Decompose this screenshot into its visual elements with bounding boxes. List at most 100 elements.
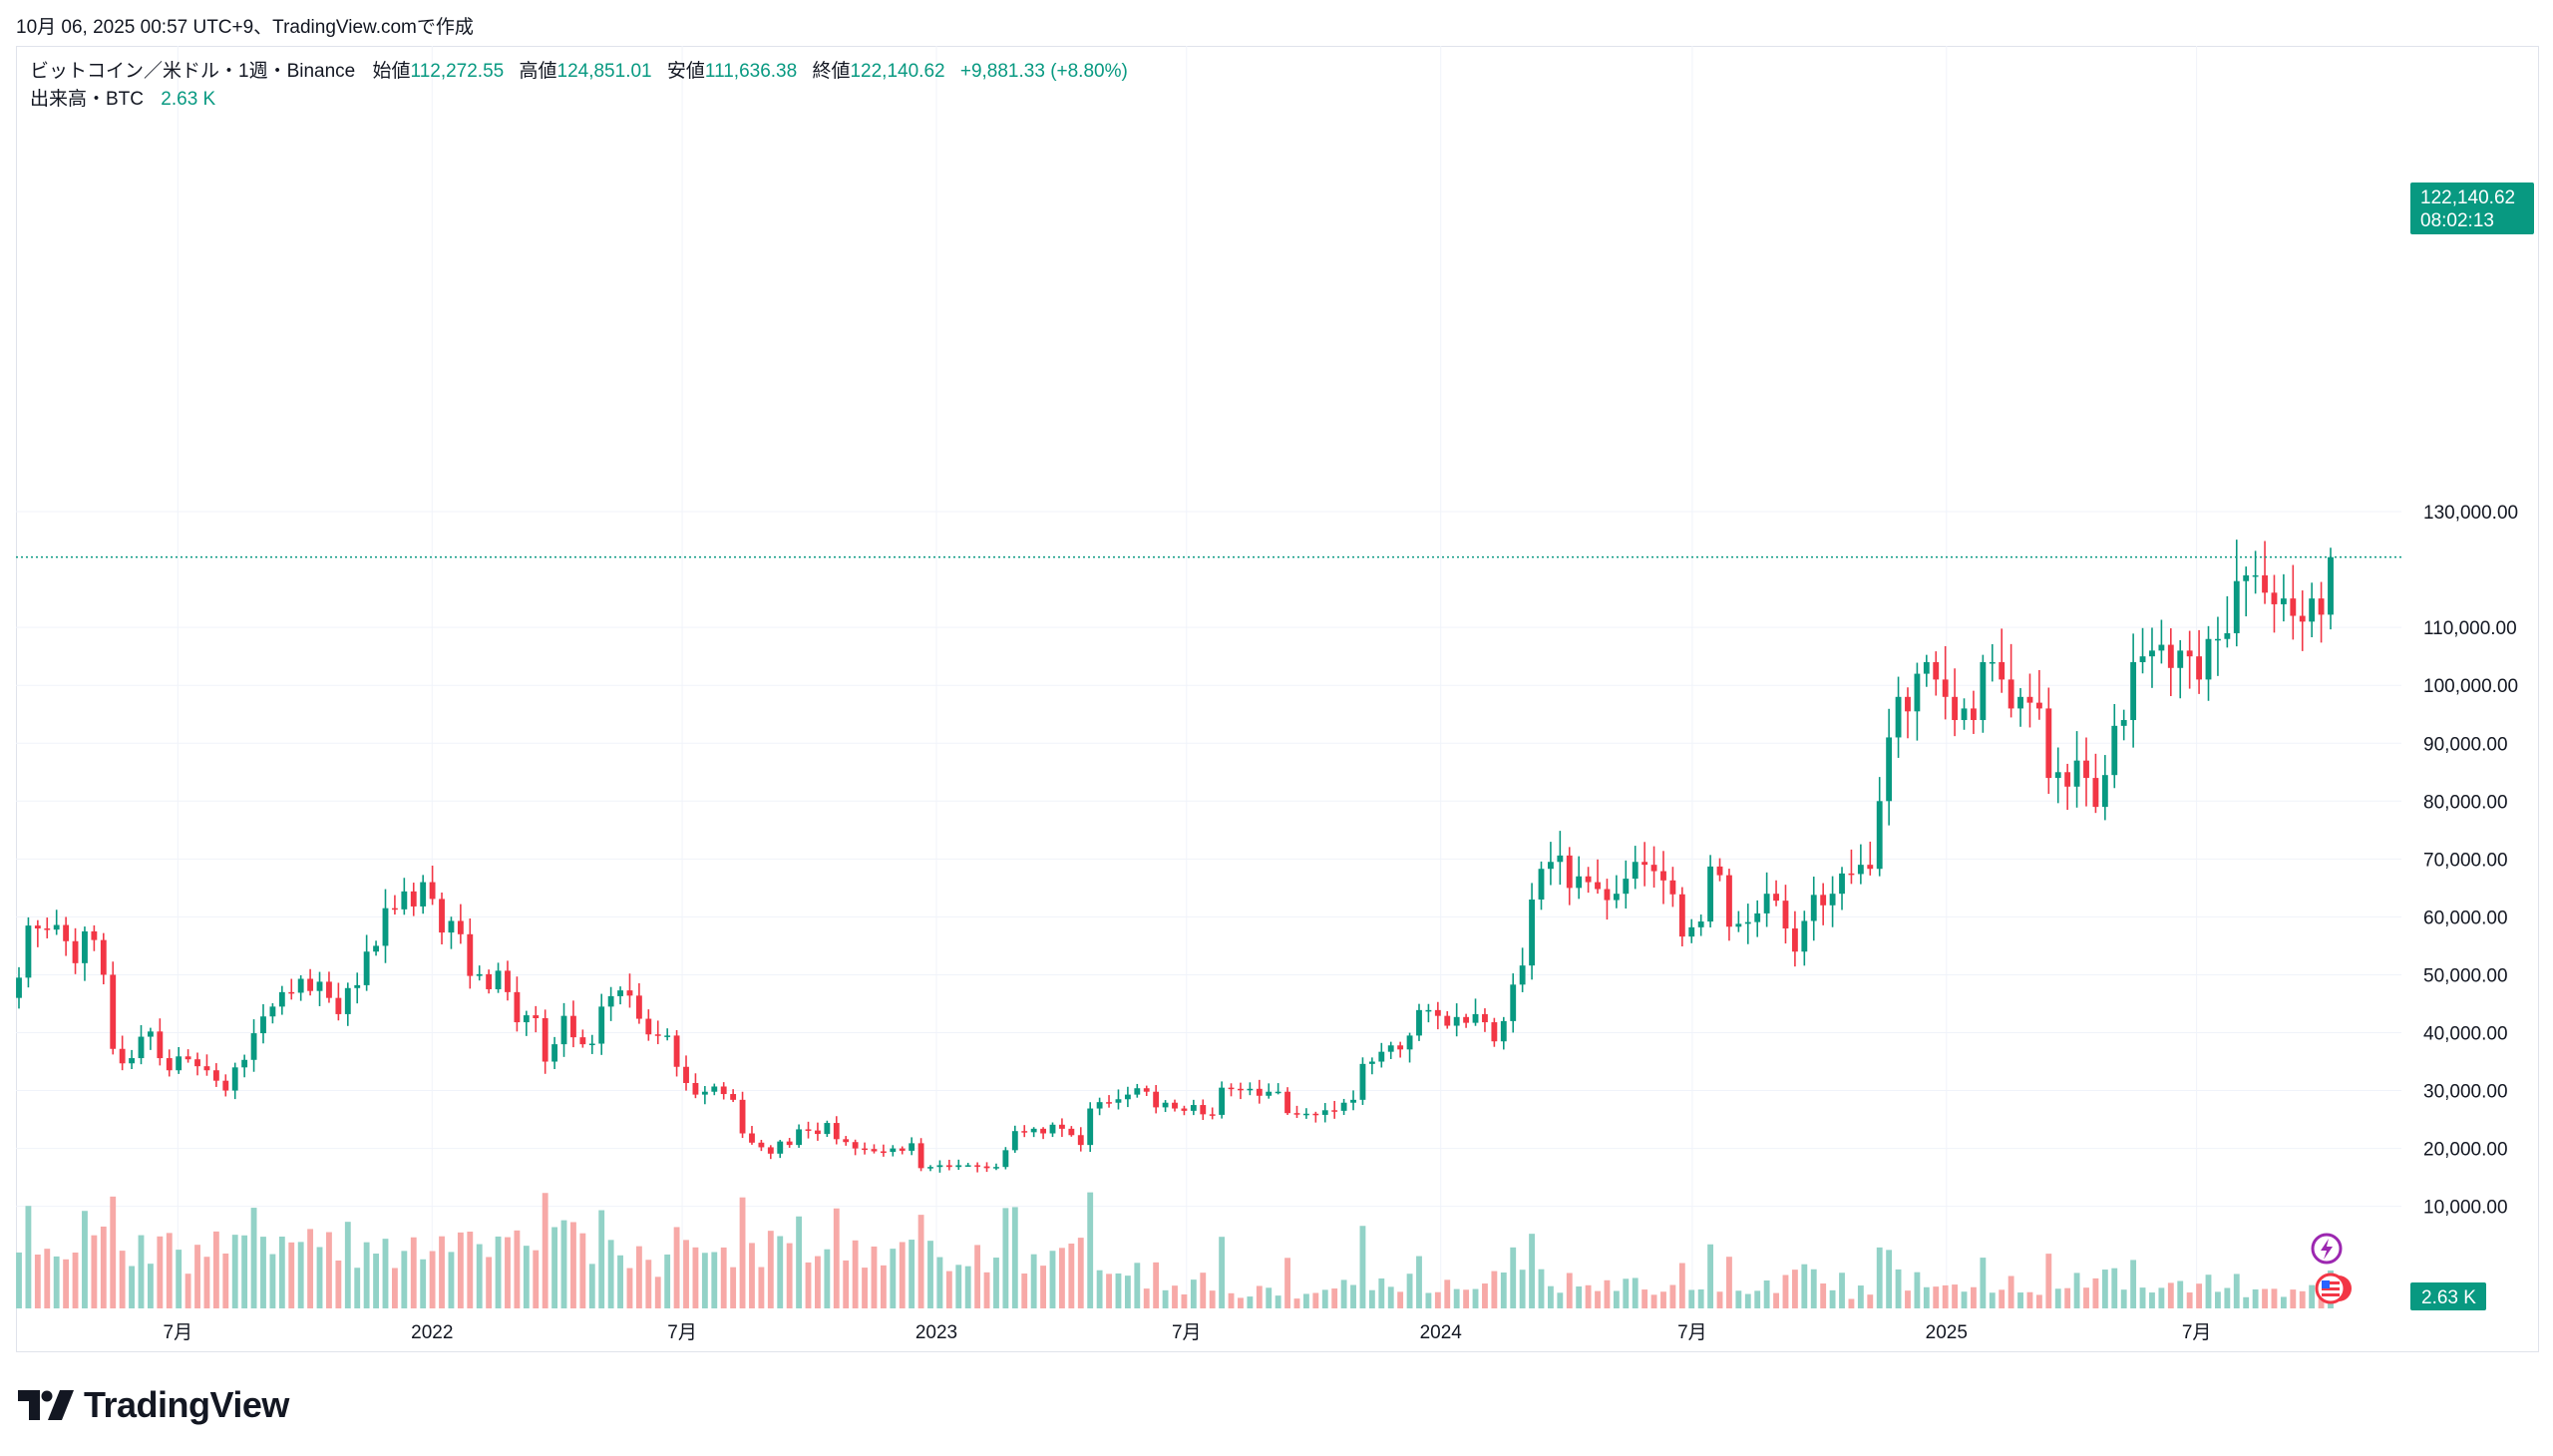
candle-body [297, 978, 304, 993]
candle-body [326, 981, 332, 998]
volume-bar [138, 1235, 145, 1308]
candle-body [1848, 873, 1855, 876]
candle-body [505, 970, 511, 992]
volume-bar [1952, 1284, 1959, 1308]
y-tick-label: 30,000.00 [2423, 1082, 2508, 1103]
candle-body [1397, 1045, 1404, 1050]
x-tick-label: 7月 [1677, 1322, 1707, 1343]
legend-volume-value: 2.63 K [161, 89, 216, 110]
event-icons[interactable] [2311, 1233, 2352, 1304]
volume-bar [2167, 1282, 2174, 1308]
y-tick-label: 90,000.00 [2423, 734, 2508, 755]
lightning-icon[interactable] [2311, 1233, 2343, 1265]
volume-bar [739, 1197, 746, 1308]
candle-body [439, 899, 445, 933]
candle-body [2054, 772, 2061, 779]
volume-bar [1500, 1272, 1507, 1308]
candle-body [1876, 801, 1883, 870]
candle-body [391, 908, 398, 910]
candle-body [2158, 644, 2165, 651]
candle-body [2243, 574, 2250, 581]
volume-bar [1124, 1275, 1131, 1308]
candle-body [983, 1166, 990, 1169]
candle-body [1275, 1091, 1281, 1094]
volume-bar [1153, 1262, 1160, 1308]
volume-bar [815, 1256, 821, 1308]
volume-bar [617, 1255, 623, 1308]
volume-bar [1763, 1279, 1770, 1308]
price-axis[interactable]: 130,000.00 110,000.00 100,000.00 90,000.00 8… [2423, 503, 2518, 1219]
candle-body [1406, 1035, 1413, 1050]
volume-bar [701, 1253, 708, 1308]
volume-bar [1172, 1285, 1178, 1308]
candle-body [288, 991, 295, 994]
y-tick-label: 10,000.00 [2423, 1198, 2508, 1219]
chart-frame[interactable] [16, 46, 2539, 1352]
candle-body [833, 1123, 840, 1140]
volume-bar [1923, 1286, 1930, 1308]
candle-body [1444, 1015, 1451, 1026]
candle-body [1942, 679, 1949, 697]
candle-body [166, 1058, 173, 1071]
candle-body [1697, 921, 1704, 927]
candle-body [1641, 862, 1648, 866]
volume-bar [796, 1216, 803, 1308]
y-tick-label: 130,000.00 [2423, 503, 2518, 524]
candle-body [1801, 920, 1808, 952]
x-tick-label: 2025 [1926, 1322, 1968, 1343]
candle-body [1124, 1094, 1131, 1100]
volume-bar [1801, 1264, 1808, 1308]
candle-body [2271, 592, 2278, 604]
candle-body [533, 1015, 540, 1018]
candle-body [917, 1143, 924, 1169]
candle-body [1566, 855, 1573, 889]
candle-body [2111, 725, 2118, 776]
volume-bar [1857, 1285, 1864, 1308]
candle-body [899, 1148, 906, 1151]
volume-bar [476, 1244, 483, 1308]
candle-body [2262, 574, 2268, 593]
volume-bar [1387, 1286, 1394, 1308]
candle-body [654, 1034, 661, 1036]
volume-bar [1933, 1286, 1940, 1308]
candle-body [1895, 696, 1902, 738]
candle-body [1425, 1009, 1432, 1012]
volume-bar [833, 1208, 840, 1308]
volume-bar [2026, 1291, 2033, 1308]
legend-symbol[interactable]: ビットコイン／米ドル・1週・Binance [30, 61, 356, 82]
volume-bar [1021, 1274, 1028, 1308]
candle-body [1726, 875, 1732, 927]
volume-bar [1378, 1277, 1385, 1308]
candle-body [100, 939, 107, 975]
time-axis[interactable]: 7月 2022 7月 2023 7月 2024 7月 2025 7月 [164, 1322, 2212, 1343]
volume-bar [1209, 1290, 1216, 1308]
volume-bar [1595, 1290, 1601, 1308]
volume-bar [1049, 1251, 1056, 1308]
candle-body [1678, 894, 1685, 937]
candle-body [1773, 894, 1779, 902]
candle-body [2280, 598, 2287, 604]
volume-bar [1848, 1298, 1855, 1308]
candle-body [1340, 1102, 1347, 1111]
volume-bar [927, 1241, 933, 1308]
candle-body [1153, 1091, 1160, 1108]
volume-bar [1463, 1289, 1470, 1308]
volume-bar [2243, 1296, 2250, 1308]
candle-body [1030, 1128, 1037, 1133]
candle-body [1087, 1108, 1094, 1146]
us-flag-icon[interactable] [2315, 1273, 2352, 1304]
candle-body [1068, 1128, 1075, 1136]
legend-volume-label[interactable]: 出来高・BTC [30, 89, 145, 110]
candle-body [964, 1165, 971, 1167]
volume-bar [231, 1235, 238, 1308]
volume-bar [363, 1242, 370, 1308]
tradingview-brand[interactable]: TradingView [18, 1384, 289, 1426]
legend-high-label: 高値 [519, 61, 557, 82]
volume-bar [598, 1210, 605, 1308]
candle-body [730, 1094, 737, 1100]
volume-bar [607, 1240, 614, 1308]
candle-body [598, 1006, 605, 1044]
candle-body [1914, 673, 1921, 712]
volume-bar [2158, 1287, 2165, 1308]
